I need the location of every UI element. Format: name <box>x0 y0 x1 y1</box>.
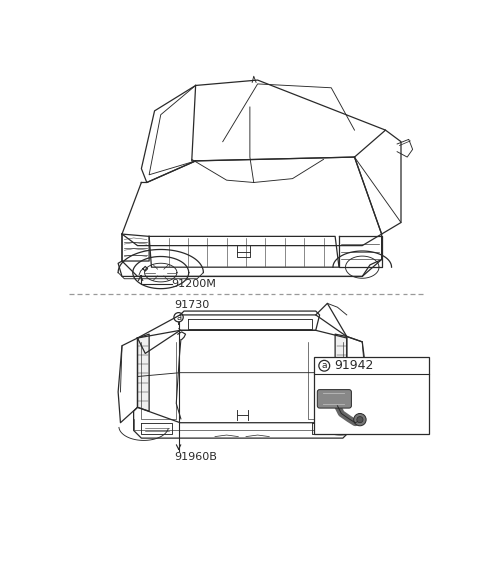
Circle shape <box>357 417 363 423</box>
Text: a: a <box>322 361 327 370</box>
Text: 91942: 91942 <box>335 359 374 372</box>
FancyBboxPatch shape <box>317 389 351 408</box>
Text: 91730: 91730 <box>175 300 210 309</box>
Circle shape <box>354 413 366 426</box>
Text: 91960B: 91960B <box>175 452 217 462</box>
Text: a: a <box>176 313 181 321</box>
Polygon shape <box>137 334 149 411</box>
Text: 91200M: 91200M <box>171 279 216 289</box>
Polygon shape <box>335 334 347 411</box>
FancyBboxPatch shape <box>314 357 429 435</box>
